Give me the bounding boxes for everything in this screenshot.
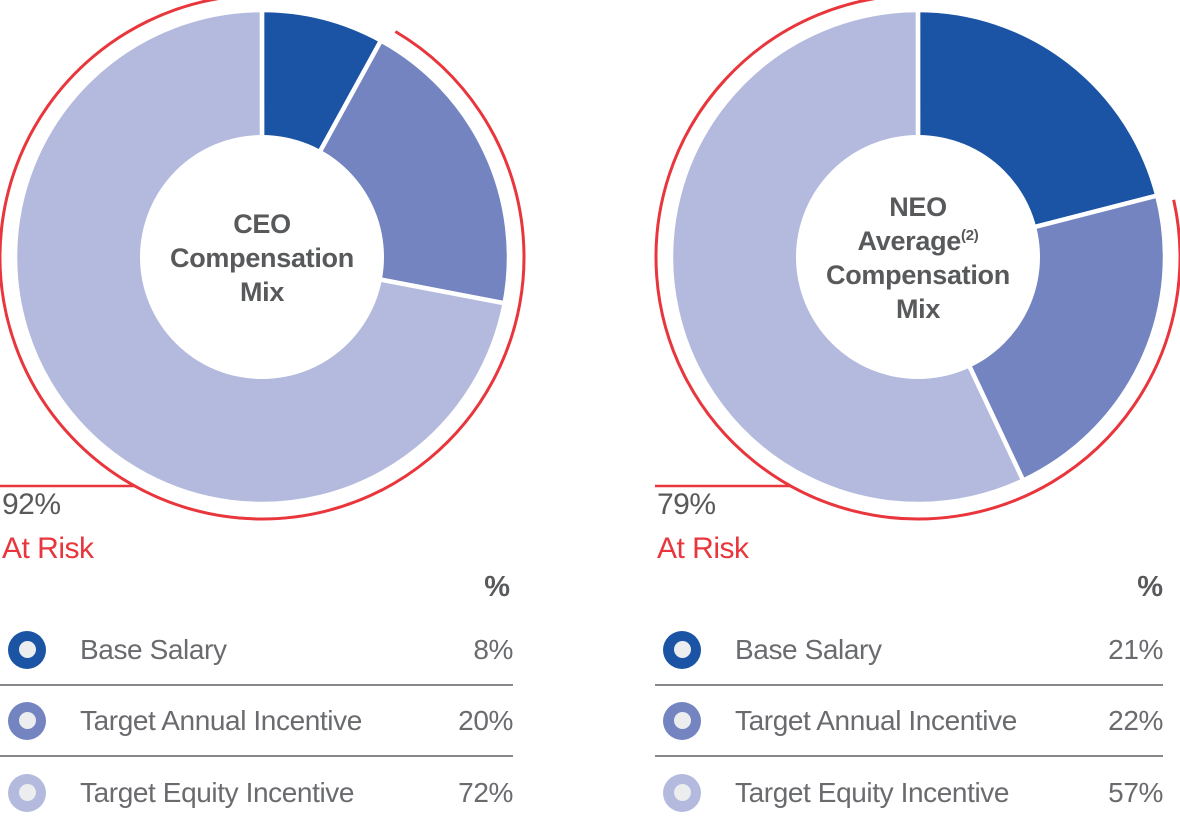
legend-row-target-equity-incentive: Target Equity Incentive 72% (0, 757, 513, 822)
neo-at-risk-callout: 79% At Risk (657, 489, 749, 564)
target-annual-incentive-bullet-icon (663, 701, 701, 740)
bullet-hole (18, 784, 36, 801)
legend-label: Base Salary (735, 633, 882, 665)
at-risk-label: At Risk (657, 532, 749, 565)
legend-row-target-annual-incentive: Target Annual Incentive 20% (0, 686, 513, 757)
donut-center-title-line: NEO (889, 192, 947, 222)
legend-row-base-salary: Base Salary 8% (0, 615, 513, 686)
percent-column-header: % (484, 571, 510, 603)
legend-value: 8% (473, 633, 513, 665)
at-risk-percentage: 79% (657, 488, 716, 521)
at-risk-percentage: 92% (2, 488, 61, 521)
ceo-donut-chart (0, 0, 526, 521)
percent-column-header: % (1137, 571, 1163, 603)
legend-label: Base Salary (80, 633, 227, 665)
bullet-hole (673, 641, 691, 658)
legend-label: Target Equity Incentive (735, 776, 1010, 808)
base-salary-bullet-icon (663, 630, 701, 669)
legend-value: 20% (458, 704, 513, 736)
ceo-legend: Base Salary 8% Target Annual Incentive 2… (0, 615, 513, 822)
ceo-donut-center-title: CEO Compensation Mix (144, 207, 380, 309)
donut-center-title-line: Compensation (826, 260, 1010, 290)
legend-value: 21% (1108, 633, 1163, 665)
donut-hole (140, 135, 384, 379)
ceo-at-risk-callout: 92% At Risk (2, 489, 94, 564)
legend-label: Target Annual Incentive (80, 704, 362, 736)
bullet-hole (18, 641, 36, 658)
neo-legend: Base Salary 21% Target Annual Incentive … (655, 615, 1163, 822)
donut-hole (796, 135, 1040, 379)
legend-row-target-equity-incentive: Target Equity Incentive 57% (655, 757, 1163, 822)
donut-center-title-line: CEO (233, 209, 291, 239)
bullet-hole (18, 712, 36, 729)
legend-label: Target Annual Incentive (735, 704, 1017, 736)
base-salary-bullet-icon (8, 630, 46, 669)
neo-donut-center-title: NEO Average(2) Compensation Mix (800, 190, 1036, 326)
bullet-hole (673, 712, 691, 729)
bullet-hole (673, 784, 691, 801)
at-risk-label: At Risk (2, 532, 94, 565)
donut-center-title-line: Mix (239, 277, 285, 307)
title-superscript: (2) (961, 227, 979, 244)
legend-value: 22% (1108, 704, 1163, 736)
donut-center-title-line: Compensation (170, 243, 354, 273)
legend-row-target-annual-incentive: Target Annual Incentive 22% (655, 686, 1163, 757)
target-equity-incentive-bullet-icon (8, 773, 46, 812)
at-risk-arc (0, 0, 526, 521)
legend-value: 72% (458, 776, 513, 808)
donut-center-title-line: Mix (895, 294, 941, 324)
legend-row-base-salary: Base Salary 21% (655, 615, 1163, 686)
legend-label: Target Equity Incentive (80, 776, 355, 808)
legend-value: 57% (1108, 776, 1163, 808)
neo-donut-chart (654, 0, 1180, 521)
donut-center-title-line: Average(2) (857, 226, 979, 256)
target-equity-incentive-bullet-icon (663, 773, 701, 812)
at-risk-arc (654, 0, 1180, 521)
target-annual-incentive-bullet-icon (8, 701, 46, 740)
